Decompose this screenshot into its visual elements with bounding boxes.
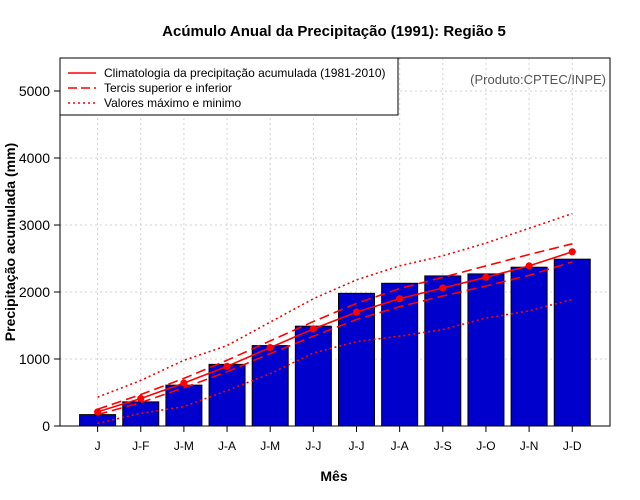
climatology-point	[439, 284, 447, 292]
series-lines	[94, 212, 576, 425]
climatology-point	[525, 262, 533, 270]
legend: Climatologia da precipitação acumulada (…	[59, 57, 399, 116]
climatology-point	[482, 273, 490, 281]
x-tick-label: J-M	[174, 439, 194, 453]
series-line-dotted	[97, 212, 573, 398]
bars	[79, 258, 591, 427]
x-tick-label: J-N	[520, 439, 539, 453]
chart-title: Acúmulo Anual da Precipitação (1991): Re…	[162, 23, 506, 40]
x-tick-label: J-O	[476, 439, 495, 453]
bar	[165, 384, 203, 427]
x-tick-label: J-S	[434, 439, 452, 453]
series-line-solid	[97, 251, 573, 413]
climatology-point	[266, 344, 274, 352]
series-line-dashed	[97, 243, 573, 411]
climatology-point	[309, 325, 317, 333]
x-tick-label: J-J	[305, 439, 321, 453]
climatology-point	[568, 248, 576, 256]
legend-label-extremes: Valores máximo e minimo	[104, 96, 241, 110]
bar	[79, 414, 117, 427]
series-line-dashed	[97, 261, 573, 416]
x-tick-label: J-F	[132, 439, 149, 453]
y-tick-label: 1000	[19, 351, 50, 367]
credit-text: (Produto:CPTEC/INPE)	[470, 72, 606, 87]
bar	[553, 258, 591, 427]
bar	[510, 266, 548, 427]
x-axis-label: Mês	[320, 468, 347, 484]
x-tick-label: J-A	[218, 439, 236, 453]
x-axis: J J-F J-M J-A J-M J-J J-J J-A J-S J-O J-N J-D	[95, 426, 582, 453]
series-line-dotted	[97, 298, 573, 425]
legend-label-climatology: Climatologia da precipitação acumulada (…	[104, 66, 386, 80]
climatology-point	[137, 394, 145, 403]
y-tick-label: 0	[42, 418, 50, 434]
climatology-point	[180, 379, 188, 387]
y-axis: 0 1000 2000 3000 4000 5000	[19, 83, 60, 434]
x-tick-label: J	[95, 439, 101, 453]
y-tick-label: 4000	[19, 150, 50, 166]
y-tick-label: 5000	[19, 83, 50, 99]
climatology-point	[223, 362, 231, 370]
y-axis-label: Precipitação acumulada (mm)	[2, 143, 18, 341]
legend-box	[59, 57, 399, 116]
climatology-point	[396, 295, 404, 303]
x-tick-label: J-J	[349, 439, 365, 453]
bar	[251, 345, 289, 427]
y-tick-label: 3000	[19, 217, 50, 233]
legend-label-tercis: Tercis superior e inferior	[104, 81, 232, 95]
x-tick-label: J-A	[391, 439, 409, 453]
x-tick-label: J-M	[260, 439, 280, 453]
bar	[381, 282, 419, 427]
y-tick-label: 2000	[19, 284, 50, 300]
climatology-point	[352, 308, 361, 316]
bar	[467, 273, 505, 427]
x-tick-label: J-D	[563, 439, 582, 453]
